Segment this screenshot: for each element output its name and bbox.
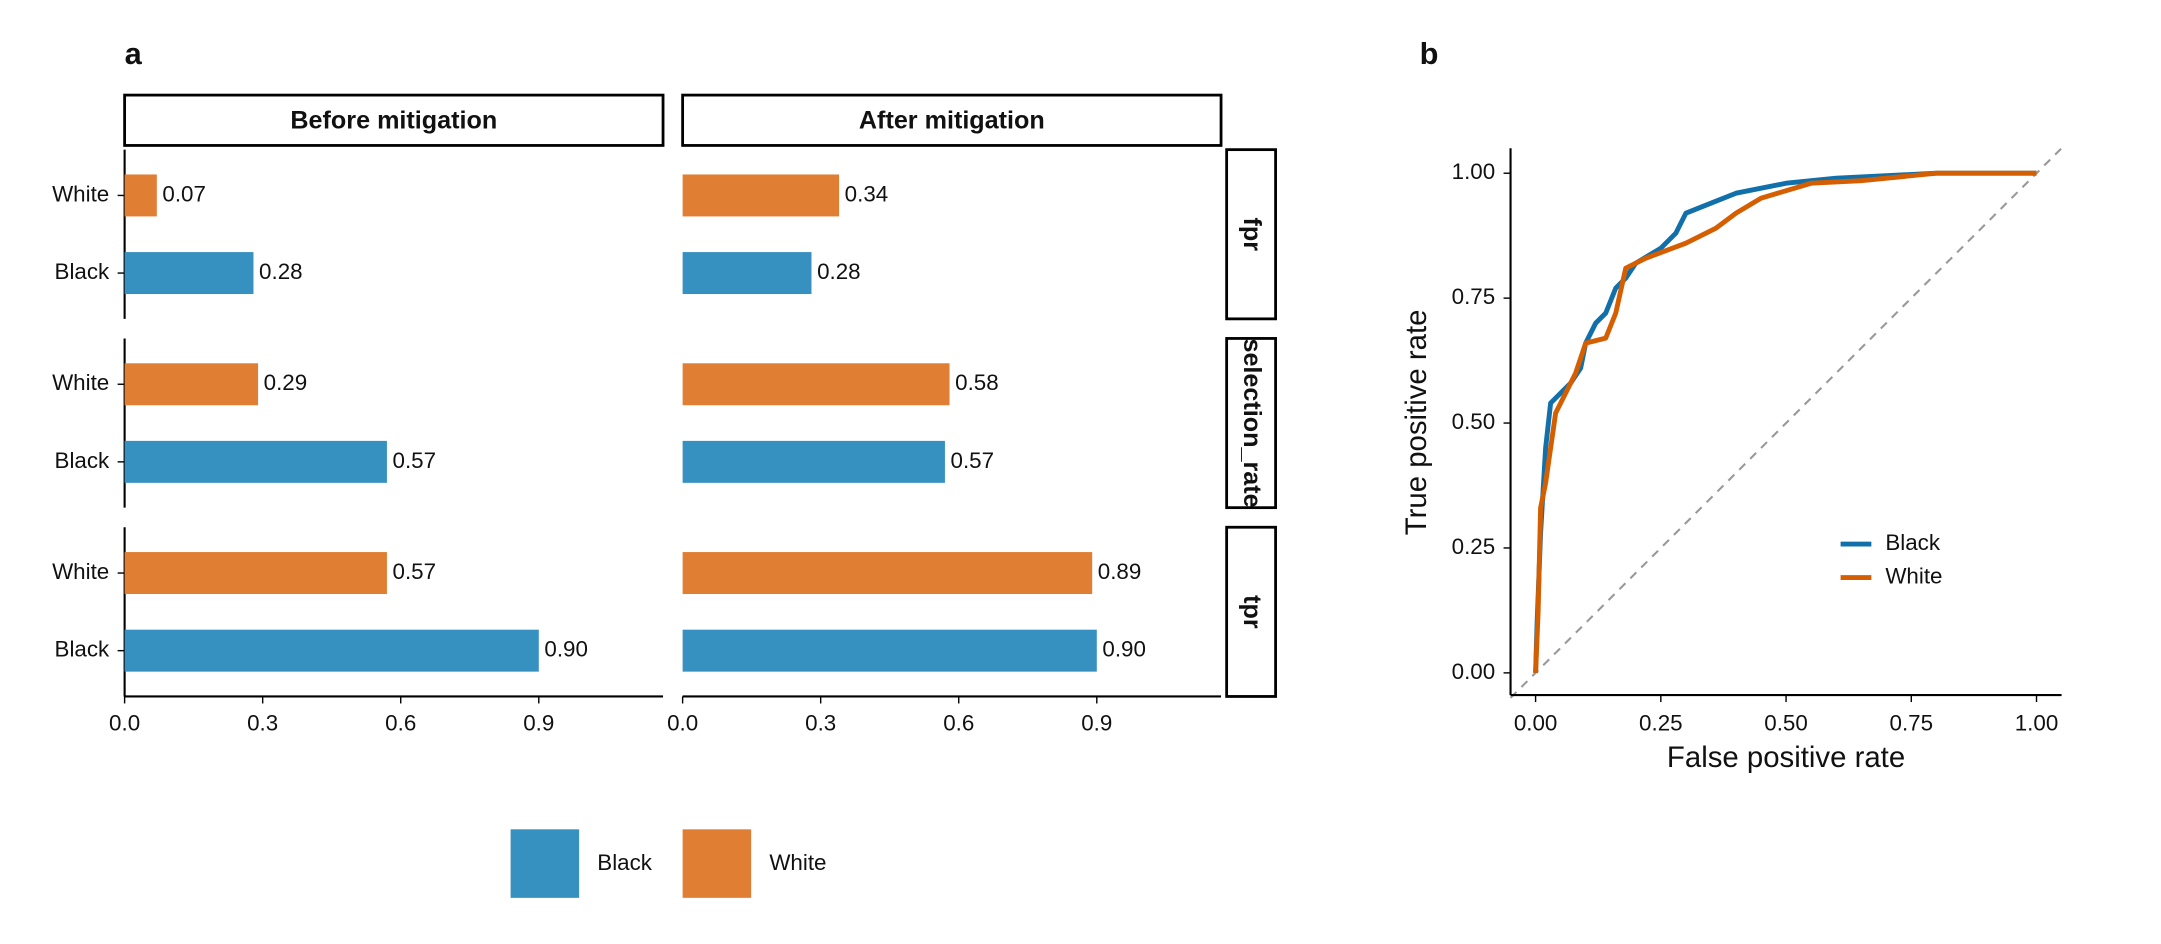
x-tick-label: 0.25 — [1639, 710, 1683, 735]
strip — [1225, 148, 1277, 321]
bar — [682, 440, 945, 483]
value-label: 0.34 — [845, 181, 889, 206]
x-tick-label: 0.0 — [667, 710, 698, 735]
value-label: 0.28 — [259, 259, 303, 284]
x-tick-label: 0.50 — [1764, 710, 1808, 735]
legend-label: White — [1885, 563, 1942, 588]
value-label: 0.57 — [951, 448, 995, 473]
y-tick-label: 0.75 — [1452, 284, 1496, 309]
strip-label: fpr — [1238, 217, 1266, 251]
value-label: 0.89 — [1098, 559, 1142, 584]
strip — [123, 93, 665, 147]
x-tick-label: 0.9 — [1081, 710, 1112, 735]
reference-line — [1509, 147, 2063, 699]
x-tick-label: 1.00 — [2015, 710, 2059, 735]
strip — [681, 93, 1223, 147]
bar — [124, 363, 259, 406]
strip-label: tpr — [1238, 595, 1266, 629]
y-tick-label: White — [52, 559, 109, 584]
value-label: 0.07 — [162, 181, 206, 206]
bar — [682, 363, 950, 406]
y-tick-label: Black — [55, 637, 110, 662]
y-tick-label: Black — [55, 448, 110, 473]
x-tick-label: 0.9 — [523, 710, 554, 735]
panel-label: b — [1420, 36, 1439, 71]
y-axis-title: True positive rate — [1400, 309, 1433, 535]
y-tick-label: Black — [55, 259, 110, 284]
y-tick-label: 1.00 — [1452, 159, 1496, 184]
bar — [124, 252, 254, 295]
value-label: 0.58 — [955, 370, 999, 395]
x-tick-label: 0.6 — [943, 710, 974, 735]
roc-line — [1533, 170, 2037, 673]
x-tick-label: 0.6 — [385, 710, 416, 735]
strip-clip: fpr — [1238, 217, 1266, 251]
strip-label: Before mitigation — [290, 106, 497, 134]
panel-label: a — [125, 36, 143, 71]
strip-label: After mitigation — [859, 106, 1045, 134]
legend-label: Black — [1885, 530, 1940, 555]
y-tick-label: White — [52, 370, 109, 395]
bar — [124, 440, 387, 483]
y-tick-label: 0.00 — [1452, 659, 1496, 684]
bar — [682, 629, 1097, 672]
strip — [1225, 525, 1277, 698]
y-tick-label: White — [52, 181, 109, 206]
bar — [124, 552, 387, 595]
x-tick-label: 0.75 — [1890, 710, 1934, 735]
bar — [682, 252, 812, 295]
value-label: 0.29 — [264, 370, 308, 395]
y-tick-label: 0.50 — [1452, 409, 1496, 434]
legend-label: Black — [597, 850, 652, 875]
value-label: 0.28 — [817, 259, 861, 284]
x-tick-label: 0.3 — [247, 710, 278, 735]
bar — [124, 629, 539, 672]
bar — [124, 174, 157, 217]
x-tick-label: 0.00 — [1514, 710, 1558, 735]
value-label: 0.90 — [544, 637, 588, 662]
strip-clip: selection_rate — [1238, 338, 1266, 507]
bar — [682, 552, 1093, 595]
y-tick-label: 0.25 — [1452, 534, 1496, 559]
x-axis-title: False positive rate — [1667, 741, 1905, 774]
value-label: 0.90 — [1102, 637, 1146, 662]
strip — [1225, 337, 1277, 510]
bar — [682, 174, 840, 217]
strip-clip: tpr — [1238, 595, 1266, 629]
x-tick-label: 0.3 — [805, 710, 836, 735]
legend-key — [510, 829, 580, 898]
strip-label: selection_rate — [1238, 338, 1266, 507]
legend-label: White — [769, 850, 826, 875]
x-tick-label: 0.0 — [109, 710, 140, 735]
value-label: 0.57 — [393, 559, 437, 584]
value-label: 0.57 — [393, 448, 437, 473]
legend-key — [682, 829, 752, 898]
